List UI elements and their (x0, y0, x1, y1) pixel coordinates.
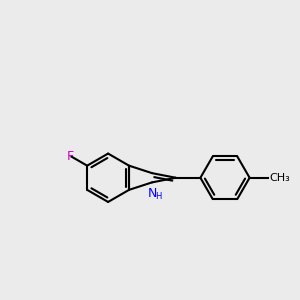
Text: H: H (155, 192, 161, 201)
Text: N: N (147, 188, 157, 200)
Text: F: F (67, 150, 74, 163)
Text: CH₃: CH₃ (270, 173, 290, 183)
